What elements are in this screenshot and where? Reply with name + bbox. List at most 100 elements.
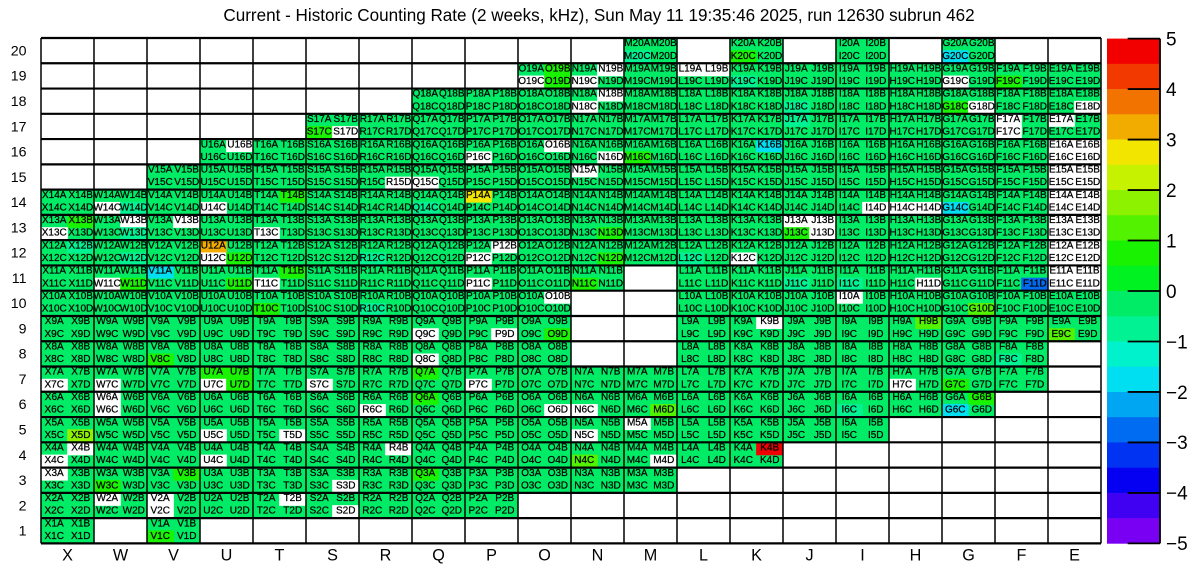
svg-text:V3D: V3D [177, 480, 196, 491]
svg-text:Q18A: Q18A [412, 89, 438, 100]
svg-text:N17C: N17C [571, 127, 597, 138]
svg-text:J19D: J19D [811, 76, 834, 87]
svg-text:H11B: H11B [917, 266, 942, 277]
svg-text:T12D: T12D [281, 253, 305, 264]
svg-text:P13A: P13A [466, 215, 491, 226]
svg-text:I19C: I19C [839, 76, 860, 87]
svg-text:U5D: U5D [230, 430, 250, 441]
svg-text:X7C: X7C [45, 379, 64, 390]
svg-text:F14A: F14A [996, 190, 1020, 201]
svg-text:O7B: O7B [548, 367, 568, 378]
svg-text:J17C: J17C [785, 127, 808, 138]
svg-text:U10B: U10B [227, 291, 252, 302]
svg-text:M12D: M12D [650, 253, 677, 264]
svg-text:G7D: G7D [971, 379, 992, 390]
svg-text:G12B: G12B [969, 240, 995, 251]
svg-text:K6A: K6A [734, 392, 753, 403]
svg-text:W6B: W6B [123, 392, 145, 403]
svg-text:K4C: K4C [734, 455, 753, 466]
svg-text:K18D: K18D [757, 101, 782, 112]
svg-text:L12D: L12D [705, 253, 729, 264]
svg-text:G6A: G6A [945, 392, 965, 403]
svg-text:J8D: J8D [814, 354, 832, 365]
svg-text:G11B: G11B [969, 266, 994, 277]
svg-text:L19C: L19C [678, 76, 702, 87]
svg-text:U3A: U3A [204, 468, 224, 479]
svg-text:I18A: I18A [839, 89, 860, 100]
svg-text:U16D: U16D [227, 152, 253, 163]
svg-text:K15A: K15A [731, 165, 756, 176]
svg-text:T7D: T7D [283, 379, 302, 390]
svg-text:X8B: X8B [71, 341, 90, 352]
svg-text:Q3A: Q3A [415, 468, 435, 479]
svg-text:W14D: W14D [120, 202, 148, 213]
svg-text:T9B: T9B [284, 316, 303, 327]
svg-text:R13B: R13B [386, 215, 411, 226]
svg-text:X13D: X13D [68, 228, 93, 239]
svg-text:E19A: E19A [1049, 63, 1074, 74]
svg-text:K5B: K5B [760, 417, 779, 428]
svg-text:P15D: P15D [492, 177, 517, 188]
svg-text:P2D: P2D [495, 506, 514, 517]
svg-text:U15D: U15D [227, 177, 253, 188]
svg-text:6: 6 [19, 397, 27, 413]
svg-text:O5D: O5D [547, 430, 568, 441]
svg-text:O17A: O17A [518, 114, 544, 125]
svg-text:L19B: L19B [705, 63, 729, 74]
svg-text:T4D: T4D [283, 455, 302, 466]
svg-text:L8C: L8C [681, 354, 699, 365]
svg-text:−4: −4 [1166, 484, 1188, 505]
svg-text:V12D: V12D [174, 253, 199, 264]
svg-text:U6A: U6A [204, 392, 224, 403]
svg-text:T14A: T14A [254, 190, 278, 201]
svg-text:20: 20 [11, 43, 27, 59]
svg-text:H: H [910, 547, 922, 565]
svg-text:J14A: J14A [785, 190, 808, 201]
svg-text:H7D: H7D [919, 379, 939, 390]
svg-text:V14A: V14A [148, 190, 173, 201]
svg-text:J11C: J11C [785, 278, 808, 289]
svg-text:T8B: T8B [284, 341, 303, 352]
svg-text:S6B: S6B [336, 392, 355, 403]
svg-text:I19B: I19B [865, 63, 886, 74]
svg-text:P11C: P11C [466, 278, 490, 289]
svg-text:H16C: H16C [889, 152, 915, 163]
svg-text:I9A: I9A [842, 316, 857, 327]
svg-text:K15D: K15D [757, 177, 782, 188]
svg-text:O5C: O5C [521, 430, 542, 441]
svg-text:V3A: V3A [151, 468, 170, 479]
svg-text:R8D: R8D [389, 354, 409, 365]
svg-text:O16B: O16B [545, 139, 571, 150]
svg-text:P18B: P18B [493, 89, 518, 100]
svg-text:X7D: X7D [71, 379, 90, 390]
svg-text:U13B: U13B [227, 215, 252, 226]
svg-text:M12B: M12B [651, 240, 677, 251]
svg-text:F: F [1017, 547, 1027, 565]
svg-text:N5C: N5C [574, 430, 594, 441]
svg-text:T14B: T14B [281, 190, 305, 201]
svg-text:M4A: M4A [627, 443, 648, 454]
svg-text:E12D: E12D [1075, 253, 1100, 264]
svg-text:H17A: H17A [890, 114, 915, 125]
svg-text:T15D: T15D [281, 177, 305, 188]
svg-text:T11B: T11B [281, 266, 304, 277]
svg-text:P5D: P5D [495, 430, 514, 441]
svg-text:P13C: P13C [466, 228, 491, 239]
svg-text:H11C: H11C [890, 278, 915, 289]
svg-text:I9C: I9C [841, 329, 857, 340]
svg-text:O13C: O13C [518, 228, 544, 239]
svg-text:X6C: X6C [45, 405, 64, 416]
svg-text:R16D: R16D [386, 152, 412, 163]
svg-text:O12A: O12A [518, 240, 544, 251]
svg-text:H15D: H15D [916, 177, 942, 188]
svg-text:X14B: X14B [69, 190, 94, 201]
svg-text:R15A: R15A [360, 165, 385, 176]
svg-text:Q7D: Q7D [441, 379, 462, 390]
svg-text:U15C: U15C [200, 177, 226, 188]
svg-text:R11C: R11C [360, 278, 385, 289]
svg-text:K5A: K5A [734, 417, 753, 428]
svg-text:Q13C: Q13C [412, 228, 438, 239]
svg-text:L8D: L8D [708, 354, 726, 365]
svg-text:I8D: I8D [868, 354, 884, 365]
svg-text:R13A: R13A [360, 215, 385, 226]
